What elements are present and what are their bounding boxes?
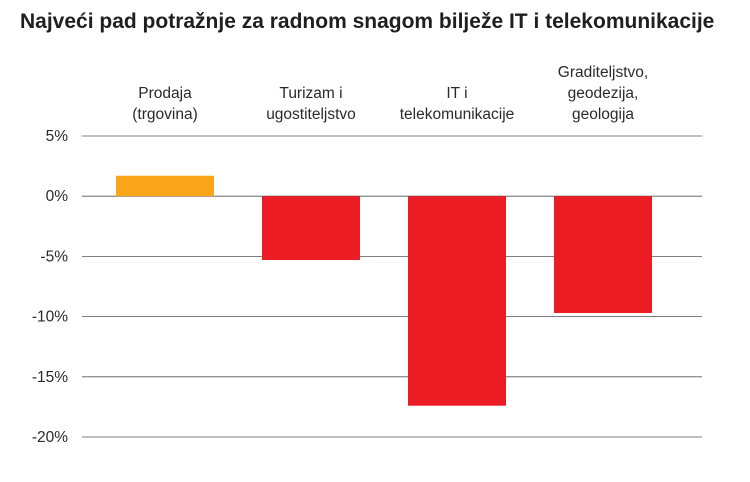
category-label-line: geodezija, [568, 85, 639, 102]
y-tick-label: -5% [40, 248, 68, 265]
y-axis-tick-labels: 5% 0% -5% -10% -15% -20% [32, 128, 68, 446]
bar [262, 196, 360, 261]
bar [116, 175, 214, 197]
y-tick-label: -10% [32, 309, 68, 326]
y-tick-label: 5% [46, 128, 69, 145]
category-label: Graditeljstvo, geodezija, geologija [558, 64, 648, 123]
bar [408, 196, 506, 406]
category-labels: Prodaja (trgovina) Turizam i ugostiteljstvo… [132, 64, 648, 123]
category-label-line: geologija [572, 106, 634, 123]
category-label-line: Graditeljstvo, [558, 64, 648, 81]
chart-title: Najveći pad potražnje za radnom snagom b… [20, 10, 715, 33]
category-label: Turizam i ugostiteljstvo [266, 85, 356, 123]
category-label-line: Prodaja [138, 85, 192, 102]
category-label-line: ugostiteljstvo [266, 106, 356, 123]
category-label-line: Turizam i [279, 85, 342, 102]
bars [116, 175, 652, 406]
category-label-line: telekomunikacije [400, 106, 515, 123]
category-label: Prodaja (trgovina) [132, 85, 197, 123]
category-label-line: IT i [446, 85, 467, 102]
y-tick-label: -15% [32, 369, 68, 386]
bar [554, 196, 652, 313]
y-tick-label: -20% [32, 429, 68, 446]
category-label-line: (trgovina) [132, 106, 197, 123]
y-tick-label: 0% [46, 188, 69, 205]
category-label: IT i telekomunikacije [400, 85, 515, 123]
